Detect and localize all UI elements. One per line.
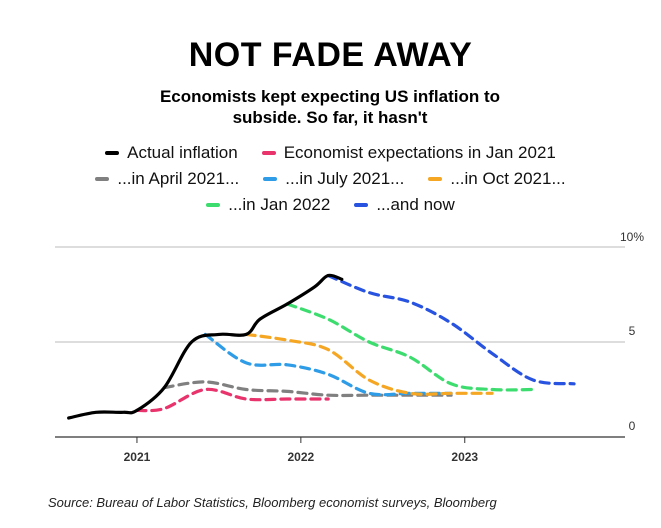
x-tick-label: 2021 xyxy=(124,450,151,464)
legend-label: ...in Oct 2021... xyxy=(450,169,566,188)
legend-item-july-2021: ...in July 2021... xyxy=(263,169,404,189)
chart-title: NOT FADE AWAY xyxy=(188,36,473,74)
x-tick-label: 2022 xyxy=(288,450,315,464)
y-tick-label: 5 xyxy=(629,324,636,338)
series-line-0 xyxy=(67,273,344,420)
line-chart: 0 5 10% 2021 2022 2023 xyxy=(55,230,644,464)
legend-label: Actual inflation xyxy=(127,143,238,162)
y-tick-label: 10% xyxy=(620,230,644,244)
legend-label: ...in April 2021... xyxy=(117,169,240,188)
x-tick-label: 2023 xyxy=(451,450,478,464)
legend-row: ...in April 2021... ...in July 2021... .… xyxy=(0,166,661,192)
chart-subtitle: Economists kept expecting US inflation t… xyxy=(159,87,501,127)
legend-item-oct-2021: ...in Oct 2021... xyxy=(428,169,566,189)
legend-swatch xyxy=(263,177,278,181)
legend-swatch xyxy=(105,151,120,155)
legend-swatch xyxy=(354,203,369,207)
legend-label: ...in Jan 2022 xyxy=(228,195,331,214)
legend-item-jan-2022: ...in Jan 2022 xyxy=(206,195,330,215)
legend-swatch xyxy=(261,151,276,155)
legend-item-jan-2021: Economist expectations in Jan 2021 xyxy=(261,143,556,163)
legend-label: Economist expectations in Jan 2021 xyxy=(283,143,556,162)
legend-swatch xyxy=(428,177,443,181)
legend-item-actual: Actual inflation xyxy=(105,143,238,163)
series-line-4 xyxy=(244,332,494,396)
legend-swatch xyxy=(95,177,110,181)
source-note: Source: Bureau of Labor Statistics, Bloo… xyxy=(48,495,497,510)
y-tick-label: 0 xyxy=(629,419,636,433)
legend-label: ...in July 2021... xyxy=(285,169,405,188)
legend-item-april-2021: ...in April 2021... xyxy=(95,169,239,189)
legend-item-now: ...and now xyxy=(354,195,455,215)
chart-legend: Actual inflation Economist expectations … xyxy=(0,140,661,218)
series-line-1 xyxy=(135,387,330,413)
series-line-5 xyxy=(285,302,535,392)
series-line-3 xyxy=(203,332,453,397)
series-line-2 xyxy=(162,380,453,398)
legend-label: ...and now xyxy=(376,195,455,214)
series-line-6 xyxy=(326,273,576,386)
legend-row: ...in Jan 2022 ...and now xyxy=(0,192,661,218)
legend-swatch xyxy=(206,203,221,207)
legend-row: Actual inflation Economist expectations … xyxy=(0,140,661,166)
